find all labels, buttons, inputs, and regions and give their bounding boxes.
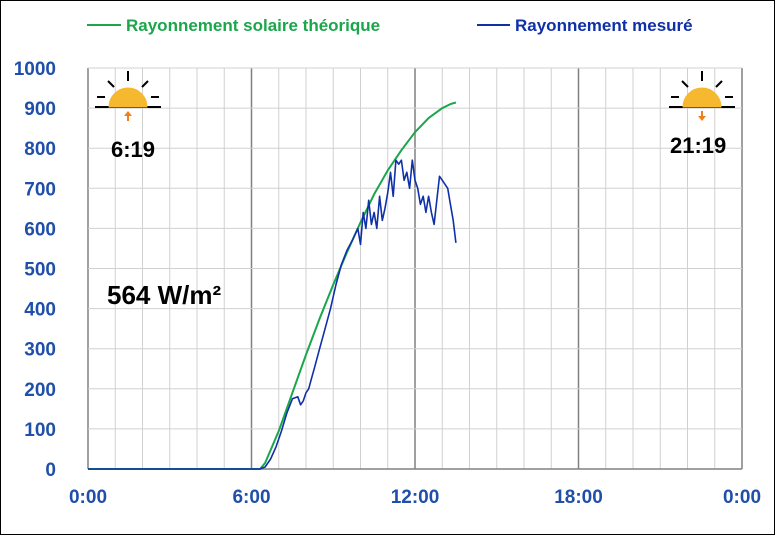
legend: Rayonnement solaire théorique Rayonnemen… — [87, 16, 693, 35]
legend-label-measured: Rayonnement mesuré — [515, 16, 693, 35]
grid — [87, 67, 743, 470]
x-tick-label: 12:00 — [391, 487, 440, 508]
sunset-time: 21:19 — [670, 133, 726, 158]
y-tick-label: 300 — [24, 340, 56, 361]
sunrise-icon — [95, 71, 161, 121]
y-tick-label: 400 — [24, 300, 56, 321]
x-tick-label: 6:00 — [232, 487, 270, 508]
y-tick-label: 700 — [24, 179, 56, 200]
arrow-up-icon — [124, 111, 132, 121]
series — [88, 101, 457, 470]
current-irradiance-value: 564 W/m² — [107, 280, 221, 310]
legend-label-theoretical: Rayonnement solaire théorique — [126, 16, 380, 35]
y-tick-label: 0 — [45, 460, 56, 481]
y-tick-label: 600 — [24, 219, 56, 240]
x-tick-label: 18:00 — [554, 487, 603, 508]
y-tick-label: 1000 — [14, 59, 56, 80]
y-tick-label: 900 — [24, 99, 56, 120]
series-line-measured — [88, 159, 457, 470]
y-tick-label: 500 — [24, 260, 56, 281]
x-tick-label: 0:00 — [723, 487, 761, 508]
y-axis-ticks: 0 100 200 300 400 500 600 700 800 900 1000 — [14, 59, 56, 481]
y-tick-label: 200 — [24, 380, 56, 401]
x-axis-ticks: 0:00 6:00 12:00 18:00 0:00 — [69, 487, 761, 508]
x-tick-label: 0:00 — [69, 487, 107, 508]
arrow-down-icon — [698, 111, 706, 121]
y-tick-label: 100 — [24, 420, 56, 441]
sunset-icon — [669, 71, 735, 121]
sunrise-time: 6:19 — [111, 137, 155, 162]
y-tick-label: 800 — [24, 139, 56, 160]
